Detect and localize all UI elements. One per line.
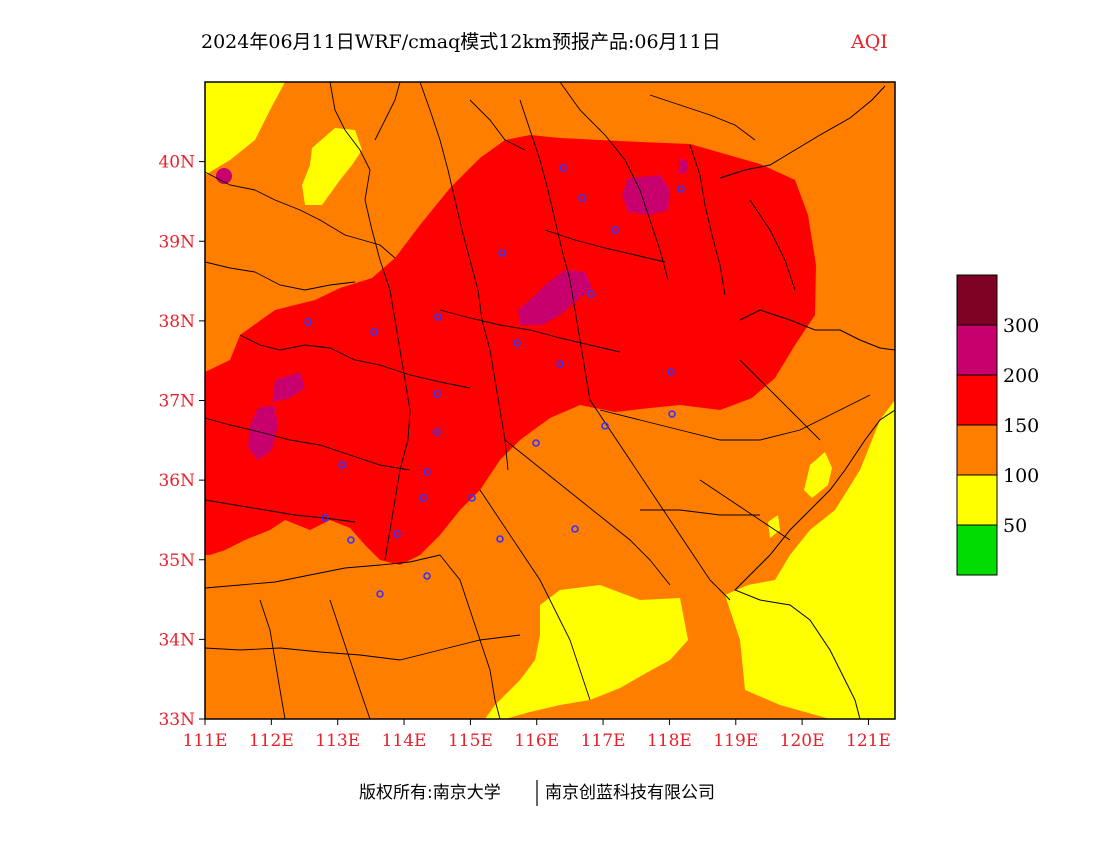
station-marker: [677, 185, 685, 193]
lat-tick-label: 37N: [158, 392, 195, 412]
legend-swatch-good: [956, 524, 998, 576]
lon-tick-label: 111E: [183, 731, 228, 751]
legend-label-150: 150: [1003, 415, 1039, 437]
station-marker: [587, 290, 595, 298]
lat-tick-label: 34N: [158, 630, 195, 650]
station-marker: [498, 249, 506, 257]
station-marker: [496, 535, 504, 543]
station-marker: [611, 226, 619, 234]
lon-tick-label: 113E: [315, 731, 360, 751]
lon-tick-label: 117E: [581, 731, 626, 751]
lon-tick-label: 119E: [713, 731, 758, 751]
aqi-zone-purple-2: [678, 158, 688, 174]
aqi-label: AQI: [850, 31, 888, 53]
lat-tick-label: 33N: [158, 710, 195, 730]
map-panel: [205, 82, 895, 719]
legend-label-50: 50: [1003, 515, 1027, 537]
station-marker: [347, 536, 355, 544]
station-marker: [556, 360, 564, 368]
legend-label-300: 300: [1003, 315, 1039, 337]
station-marker: [468, 494, 476, 502]
lat-tick-label: 35N: [158, 551, 195, 571]
lon-tick-label: 118E: [647, 731, 692, 751]
station-markers: [304, 164, 685, 598]
aqi-legend: 50 100 150 200 300: [956, 274, 1039, 576]
aqi-zone-yellow-north-patch: [302, 128, 362, 205]
aqi-zone-yellow-east: [725, 400, 895, 719]
station-marker: [532, 439, 540, 447]
legend-swatch-moderate: [956, 474, 998, 526]
legend-swatch-hazardous: [956, 274, 998, 326]
lon-tick-label: 112E: [249, 731, 294, 751]
station-marker: [513, 339, 521, 347]
legend-label-100: 100: [1003, 465, 1039, 487]
station-marker: [559, 164, 567, 172]
station-marker: [433, 390, 441, 398]
station-marker: [423, 468, 431, 476]
station-marker: [370, 328, 378, 336]
shandong-coast: [739, 309, 895, 351]
station-marker: [668, 410, 676, 418]
lat-tick-label: 40N: [158, 153, 195, 173]
station-marker: [434, 313, 442, 321]
station-marker: [578, 194, 586, 202]
legend-label-200: 200: [1003, 365, 1039, 387]
lon-tick-label: 115E: [448, 731, 493, 751]
legend-swatch-very-unhealthy: [956, 324, 998, 376]
station-marker: [667, 368, 675, 376]
station-marker: [376, 590, 384, 598]
legend-swatch-unhealthy-sensitive: [956, 424, 998, 476]
aqi-zone-purple-3: [518, 270, 592, 325]
legend-swatch-unhealthy: [956, 374, 998, 426]
aqi-zone-yellow-coast-patch-2: [768, 515, 780, 538]
aqi-zone-purple-4: [272, 372, 305, 402]
lat-tick-label: 39N: [158, 232, 195, 252]
copyright-text: 版权所有:南京大学: [359, 783, 501, 803]
station-marker: [423, 572, 431, 580]
aqi-zone-purple-1: [622, 175, 670, 215]
lon-tick-label: 120E: [780, 731, 825, 751]
station-marker: [601, 422, 609, 430]
lon-tick-label: 121E: [846, 731, 891, 751]
coastline-south: [734, 409, 895, 719]
figure-title: 2024年06月11日WRF/cmaq模式12km预报产品:06月11日: [201, 31, 721, 53]
station-marker: [338, 461, 346, 469]
longitude-axis: 111E 112E 113E 114E 115E 116E 117E 118E 119E 120E…: [183, 719, 891, 751]
aqi-zone-yellow-northwest: [205, 82, 285, 175]
lat-tick-label: 38N: [158, 312, 195, 332]
lat-tick-label: 36N: [158, 471, 195, 491]
aqi-zone-yellow-south: [485, 585, 688, 719]
station-marker: [321, 514, 329, 522]
station-marker: [433, 428, 441, 436]
lon-tick-label: 114E: [382, 731, 427, 751]
station-marker: [393, 530, 401, 538]
station-marker: [419, 494, 427, 502]
latitude-axis: 33N 34N 35N 36N 37N 38N 39N 40N: [158, 153, 205, 730]
coastline: [719, 85, 886, 179]
lon-tick-label: 116E: [514, 731, 559, 751]
admin-boundaries: [205, 82, 871, 719]
station-marker: [571, 525, 579, 533]
station-marker: [304, 318, 312, 326]
aqi-zone-yellow-coast-patch: [804, 452, 832, 498]
company-text: 南京创蓝科技有限公司: [545, 783, 715, 803]
